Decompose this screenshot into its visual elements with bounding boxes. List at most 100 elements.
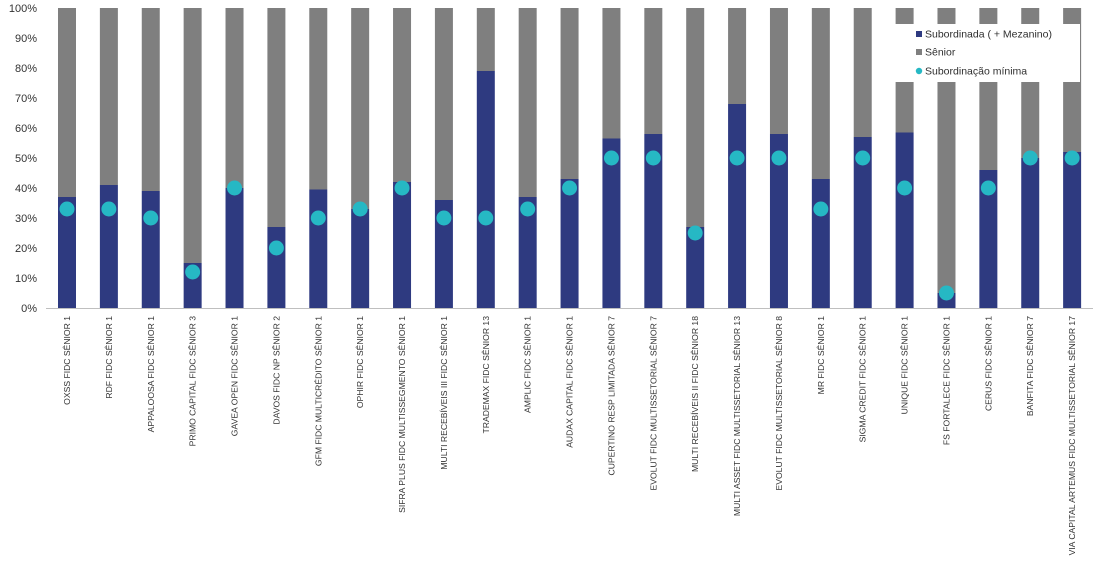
bar-senior [141, 8, 160, 191]
bar-subordinada [351, 209, 370, 308]
bar-subordinada [895, 132, 914, 308]
x-tick-label: MR FIDC SÊNIOR 1 [816, 316, 826, 395]
y-tick-label: 0% [21, 303, 37, 315]
bar-subordinada [560, 179, 579, 308]
x-tick-label: SIGMA CREDIT FIDC SÊNIOR 1 [858, 316, 868, 443]
bar-senior [728, 8, 747, 104]
x-tick-label: GFM FIDC MULTICRÉDITO SÊNIOR 1 [313, 316, 323, 466]
bar-group [602, 8, 621, 308]
bar-subordinada [99, 185, 118, 308]
y-tick-label: 10% [15, 273, 37, 285]
bar-group [728, 8, 747, 308]
bar-senior [769, 8, 788, 134]
bar-senior [351, 8, 370, 209]
bar-senior [686, 8, 705, 227]
bar-group [309, 8, 328, 308]
bar-senior [644, 8, 663, 134]
y-tick-label: 70% [15, 93, 37, 105]
min-subordination-marker [562, 180, 578, 196]
bar-subordinada [434, 200, 453, 308]
x-tick-label: TRADEMAX FIDC SÊNIOR 13 [481, 316, 491, 434]
bar-senior [811, 8, 830, 179]
x-tick-label: MULTI RECEBÍVEIS III FIDC SÊNIOR 1 [439, 316, 449, 470]
x-tick-label: OPHIR FIDC SÊNIOR 1 [355, 316, 365, 408]
bar-subordinada [728, 104, 747, 308]
x-tick-label: PRIMO CAPITAL FIDC SÊNIOR 3 [188, 316, 198, 447]
legend-swatch [916, 31, 922, 37]
bar-senior [434, 8, 453, 200]
x-tick-label: SIFRA PLUS FIDC MULTISSEGMENTO SÊNIOR 1 [397, 316, 407, 513]
min-subordination-marker [143, 210, 159, 226]
bar-group [434, 8, 453, 308]
y-tick-label: 40% [15, 183, 37, 195]
min-subordination-marker [436, 210, 452, 226]
bar-group [99, 8, 118, 308]
min-subordination-marker [729, 150, 745, 166]
x-tick-label: BANFITA FIDC SÊNIOR 7 [1025, 316, 1035, 416]
x-tick-label: GAVEA OPEN FIDC SÊNIOR 1 [230, 316, 240, 436]
y-tick-label: 60% [15, 123, 37, 135]
min-subordination-marker [603, 150, 619, 166]
bar-subordinada [686, 227, 705, 308]
bar-subordinada [518, 197, 537, 308]
bar-group [267, 8, 286, 308]
bar-group [560, 8, 579, 308]
bar-group [58, 8, 76, 308]
bar-subordinada [476, 71, 495, 308]
bar-group [518, 8, 537, 308]
y-tick-label: 30% [15, 213, 37, 225]
min-subordination-marker [771, 150, 787, 166]
min-subordination-marker [310, 210, 326, 226]
x-tick-label: MULTI ASSET FIDC MULTISSETORIAL SÊNIOR 1… [732, 316, 742, 516]
bar-senior [183, 8, 202, 263]
legend-swatch [915, 67, 923, 75]
bar-subordinada [309, 189, 328, 308]
min-subordination-marker [352, 201, 368, 217]
x-tick-label: EVOLUT FIDC MULTISSETORIAL SÊNIOR 7 [648, 316, 658, 491]
min-subordination-marker [1022, 150, 1038, 166]
min-subordination-marker [520, 201, 536, 217]
bar-group [351, 8, 370, 308]
legend-label: Subordinada ( + Mezanino) [925, 29, 1052, 41]
bar-senior [853, 8, 872, 137]
x-tick-label: AUDAX CAPITAL FIDC SÊNIOR 1 [565, 316, 575, 448]
bar-subordinada [267, 227, 286, 308]
bar-subordinada [769, 134, 788, 308]
bar-group [141, 8, 160, 308]
bar-senior [560, 8, 579, 179]
bar-subordinada [393, 182, 412, 308]
bar-subordinada [1021, 158, 1040, 308]
bar-senior [99, 8, 118, 185]
min-subordination-marker [897, 180, 913, 196]
y-tick-label: 50% [15, 153, 37, 165]
y-tick-label: 80% [15, 63, 37, 75]
min-subordination-marker [980, 180, 996, 196]
min-subordination-marker [394, 180, 410, 196]
bar-senior [476, 8, 495, 71]
bar-group [476, 8, 495, 308]
bar-group [183, 8, 202, 308]
min-subordination-marker [227, 180, 243, 196]
x-tick-label: AMPLIC FIDC SÊNIOR 1 [523, 316, 533, 413]
y-tick-label: 20% [15, 243, 37, 255]
x-tick-label: UNIQUE FIDC SÊNIOR 1 [900, 316, 910, 415]
legend: Subordinada ( + Mezanino) Sênior Subordina… [874, 24, 1080, 82]
x-tick-label: FS FORTALECE FIDC SÊNIOR 1 [941, 316, 951, 445]
x-tick-label: CERUS FIDC SÊNIOR 1 [983, 316, 993, 411]
x-tick-label: CUPERTINO RESP LIMITADA SÊNIOR 7 [606, 316, 616, 476]
min-subordination-marker [687, 225, 703, 241]
bar-group [393, 8, 412, 308]
legend-item-subordinacao-minima: Subordinação mínima [915, 66, 1027, 78]
bar-subordinada [979, 170, 998, 308]
y-tick-label: 90% [15, 33, 37, 45]
min-subordination-marker [101, 201, 117, 217]
bar-subordinada [853, 137, 872, 308]
bar-subordinada [225, 188, 244, 308]
legend-swatch [916, 49, 922, 55]
min-subordination-marker [1064, 150, 1080, 166]
min-subordination-marker [855, 150, 871, 166]
bar-senior [58, 8, 76, 197]
bar-subordinada [58, 197, 76, 308]
min-subordination-marker [59, 201, 75, 217]
